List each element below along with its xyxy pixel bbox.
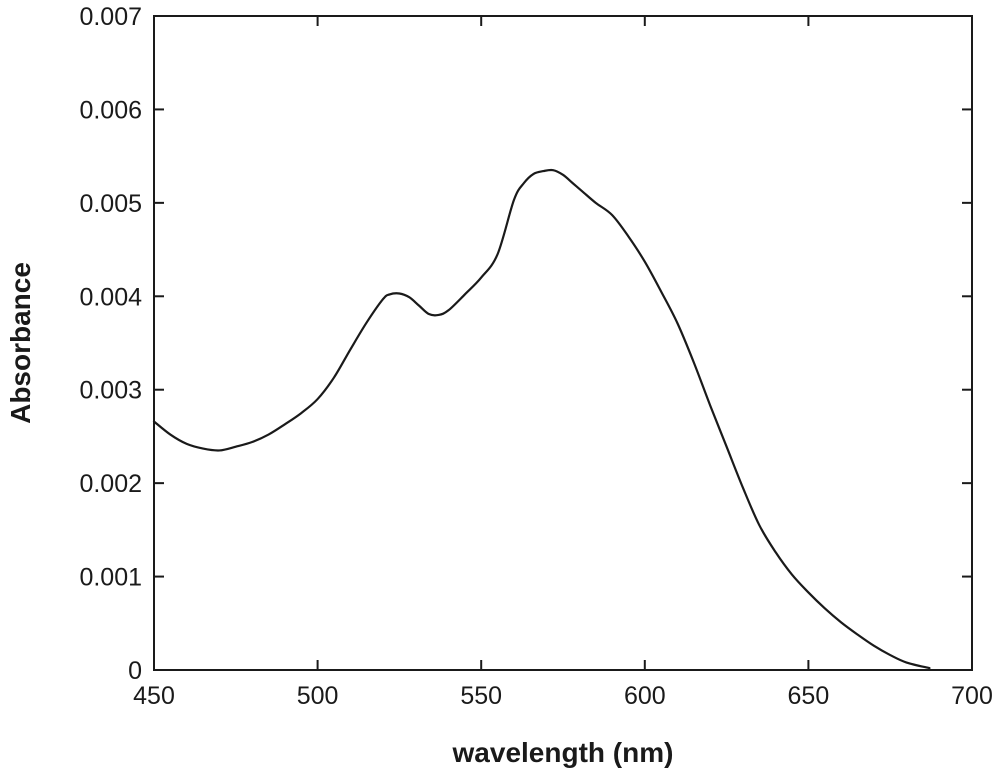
tick-marks (153, 15, 973, 671)
x-axis-label: wavelength (nm) (452, 737, 674, 768)
absorbance-series-line (152, 168, 931, 670)
x-tick-label: 650 (788, 682, 830, 710)
x-tick-label: 700 (951, 682, 993, 710)
y-tick-label: 0.002 (79, 470, 142, 498)
y-tick-labels: 0 0.001 0.002 0.003 0.004 0.005 0.006 0.007 (79, 3, 142, 685)
y-tick-label: 0.004 (79, 283, 142, 311)
y-tick-label: 0.005 (79, 190, 142, 218)
y-tick-label: 0.001 (79, 564, 142, 592)
x-tick-label: 450 (133, 682, 175, 710)
y-tick-label: 0 (128, 657, 142, 685)
y-axis-label: Absorbance (5, 262, 36, 424)
y-tick-label: 0.007 (79, 3, 142, 31)
x-tick-labels: 450 500 550 600 650 700 (133, 682, 993, 710)
plot-frame (153, 15, 973, 671)
y-tick-label: 0.003 (79, 377, 142, 405)
x-tick-label: 550 (460, 682, 502, 710)
x-tick-label: 600 (624, 682, 666, 710)
x-tick-label: 500 (297, 682, 339, 710)
y-tick-label: 0.006 (79, 96, 142, 124)
